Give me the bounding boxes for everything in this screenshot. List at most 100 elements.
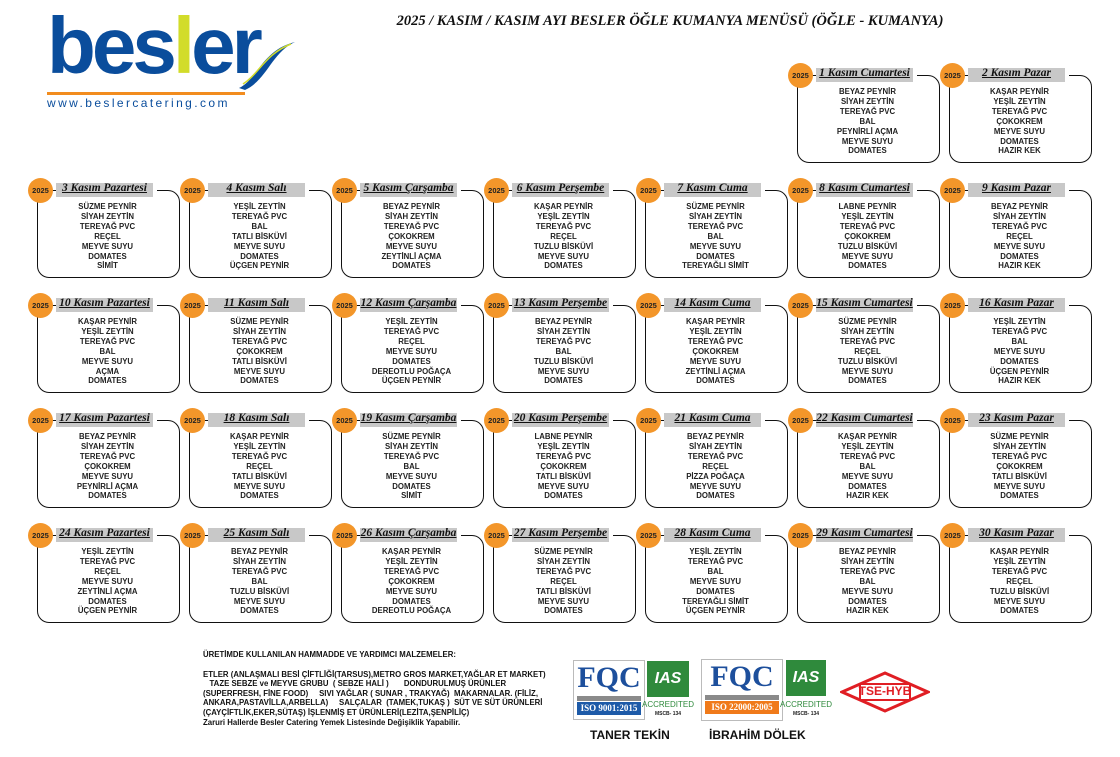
menu-item: AÇMA <box>95 366 120 376</box>
menu-item: YEŞİL ZEYTİN <box>689 547 742 556</box>
year-badge: 2025 <box>940 523 965 548</box>
day-header-bar <box>664 298 765 312</box>
menu-item: TEREYAĞ PVC <box>79 221 136 231</box>
year-badge: 2025 <box>180 408 205 433</box>
menu-item: SÜZME PEYNİR <box>990 432 1049 441</box>
menu-item: DOMATES <box>544 261 583 271</box>
menu-item: TEREYAĞ PVC <box>687 556 744 566</box>
menu-item: SİYAH ZEYTİN <box>840 96 894 106</box>
accredited-label: ACCREDITED <box>642 700 695 709</box>
year-badge: 2025 <box>180 293 205 318</box>
logo-swoosh-icon <box>239 42 295 90</box>
menu-item: MEYVE SUYU <box>385 346 438 356</box>
menu-item: YEŞİL ZEYTİN <box>689 326 742 336</box>
menu-items: BEYAZ PEYNİR SİYAH ZEYTİN TEREYAĞ PVC BAL TU… <box>493 317 634 386</box>
year-badge: 2025 <box>636 293 661 318</box>
menu-item: BAL <box>1011 336 1028 346</box>
day-label: 12 Kasım Çarşamba <box>360 297 457 309</box>
day-header-bar <box>56 413 157 427</box>
menu-item: MEYVE SUYU <box>537 251 590 261</box>
menu-item: MEYVE SUYU <box>81 356 134 366</box>
menu-item: SİYAH ZEYTİN <box>384 211 438 221</box>
logo-url: www.beslercatering.com <box>47 96 230 110</box>
menu-item: TATLI BİSKÜVİ <box>232 356 287 366</box>
menu-item: MEYVE SUYU <box>385 241 438 251</box>
menu-items: SÜZME PEYNİR SİYAH ZEYTİN TEREYAĞ PVC REÇEL… <box>797 317 938 386</box>
menu-items: SÜZME PEYNİR SİYAH ZEYTİN TEREYAĞ PVC REÇEL… <box>37 202 178 271</box>
menu-item: MEYVE SUYU <box>689 241 742 251</box>
day-label: 9 Kasım Pazar <box>981 182 1051 194</box>
menu-item: BEYAZ PEYNİR <box>991 202 1048 211</box>
year-badge: 2025 <box>788 178 813 203</box>
menu-items: BEYAZ PEYNİR SİYAH ZEYTİN TEREYAĞ PVC REÇEL… <box>645 432 786 501</box>
day-label: 27 Kasım Perşembe <box>513 527 608 539</box>
signatory-name: TANER TEKİN <box>590 728 670 742</box>
menu-items: KAŞAR PEYNİR YEŞİL ZEYTİN TEREYAĞ PVC BAL ME… <box>37 317 178 386</box>
ias-logo: IAS <box>647 661 689 697</box>
menu-item: SİYAH ZEYTİN <box>992 441 1046 451</box>
menu-item: PİZZA POĞAÇA <box>686 471 745 481</box>
menu-item: TUZLU BİSKÜVİ <box>837 241 898 251</box>
menu-item: MEYVE SUYU <box>537 366 590 376</box>
day-label: 14 Kasım Cuma <box>674 297 751 309</box>
menu-item: TEREYAĞ PVC <box>383 326 440 336</box>
year-badge: 2025 <box>484 178 509 203</box>
menu-item: DOMATES <box>848 146 887 156</box>
day-card: 27 Kasım Perşembe 2025 SÜZME PEYNİR SİYAH Z… <box>484 523 636 635</box>
day-card: 7 Kasım Cuma 2025 SÜZME PEYNİR SİYAH ZEYTİN… <box>636 178 788 290</box>
day-label: 3 Kasım Pazartesi <box>62 182 147 194</box>
day-label: 6 Kasım Perşembe <box>516 182 605 194</box>
menu-item: REÇEL <box>550 231 577 241</box>
menu-items: BEYAZ PEYNİR SİYAH ZEYTİN TEREYAĞ PVC BAL PE… <box>797 87 938 156</box>
ingredients-line: TAZE SEBZE ve MEYVE GRUBU ( SEBZE HALİ )… <box>203 679 507 689</box>
menu-item: YEŞİL ZEYTİN <box>841 211 894 221</box>
menu-item: YEŞİL ZEYTİN <box>993 317 1046 326</box>
menu-item: SİMİT <box>401 491 422 501</box>
menu-item: TEREYAĞ PVC <box>383 566 440 576</box>
menu-item: MEYVE SUYU <box>233 481 286 491</box>
day-label: 4 Kasım Salı <box>226 182 287 194</box>
menu-item: MEYVE SUYU <box>841 136 894 146</box>
day-header-bar <box>512 183 613 197</box>
menu-items: KAŞAR PEYNİR YEŞİL ZEYTİN TEREYAĞ PVC ÇOKOK… <box>645 317 786 386</box>
day-header-bar <box>968 413 1069 427</box>
day-header-bar <box>360 298 461 312</box>
menu-item: TEREYAĞ PVC <box>383 221 440 231</box>
fqc-iso9001-logo: FQC ISO 9001:2015 <box>573 660 645 720</box>
menu-item: BAL <box>555 346 572 356</box>
day-header-bar <box>360 413 461 427</box>
menu-item: ÜÇGEN PEYNİR <box>77 606 138 616</box>
menu-item: SİMİT <box>97 261 118 271</box>
menu-items: KAŞAR PEYNİR YEŞİL ZEYTİN TEREYAĞ PVC REÇEL… <box>189 432 330 501</box>
menu-item: BEYAZ PEYNİR <box>839 87 896 96</box>
fqc-subbar <box>705 695 779 700</box>
menu-item: MEYVE SUYU <box>993 481 1046 491</box>
menu-item: MEYVE SUYU <box>233 241 286 251</box>
year-badge: 2025 <box>28 293 53 318</box>
menu-item: DEREOTLU POĞAÇA <box>371 366 452 376</box>
menu-items: SÜZME PEYNİR SİYAH ZEYTİN TEREYAĞ PVC BAL ME… <box>645 202 786 271</box>
day-card: 29 Kasım Cumartesi 2025 BEYAZ PEYNİR SİYAH … <box>788 523 940 635</box>
year-badge: 2025 <box>788 408 813 433</box>
menu-item: DOMATES <box>88 251 127 261</box>
year-badge: 2025 <box>636 408 661 433</box>
signatory-name: İBRAHİM DÖLEK <box>709 728 806 742</box>
year-badge: 2025 <box>484 293 509 318</box>
menu-item: REÇEL <box>1006 231 1033 241</box>
day-header-bar <box>816 298 917 312</box>
year-badge: 2025 <box>28 523 53 548</box>
day-label: 23 Kasım Pazar <box>979 412 1054 424</box>
day-card: 8 Kasım Cumartesi 2025 LABNE PEYNİR YEŞİL Z… <box>788 178 940 290</box>
menu-item: TEREYAĞ PVC <box>231 211 288 221</box>
menu-item: KAŞAR PEYNİR <box>78 317 137 326</box>
day-header-bar <box>816 68 917 82</box>
day-label: 17 Kasım Pazartesi <box>59 412 150 424</box>
menu-items: LABNE PEYNİR YEŞİL ZEYTİN TEREYAĞ PVC ÇOKOK… <box>797 202 938 271</box>
menu-item: DOMATES <box>544 491 583 501</box>
page-title: 2025 / KASIM / KASIM AYI BESLER ÖĞLE KUM… <box>396 13 944 29</box>
menu-item: TEREYAĞ PVC <box>839 106 896 116</box>
menu-items: KAŞAR PEYNİR YEŞİL ZEYTİN TEREYAĞ PVC REÇEL… <box>949 547 1090 616</box>
menu-item: BAL <box>99 346 116 356</box>
menu-item: DOMATES <box>544 606 583 616</box>
menu-item: MEYVE SUYU <box>689 356 742 366</box>
